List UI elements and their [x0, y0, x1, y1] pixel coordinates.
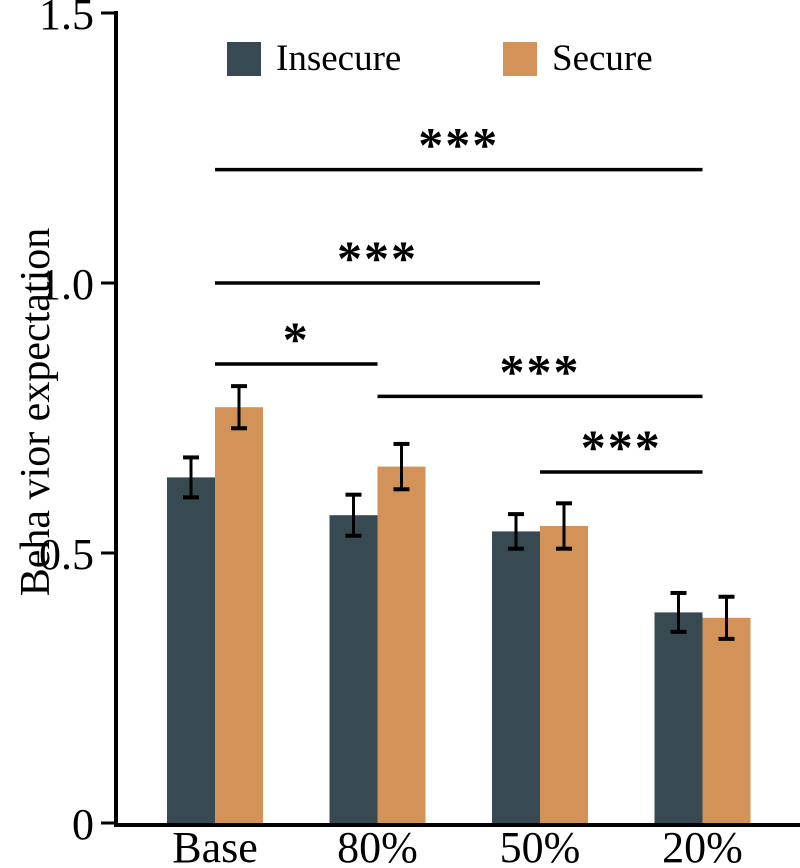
bar-insecure-Base — [167, 477, 215, 823]
bar-insecure-80% — [329, 515, 378, 823]
x-tick-label-Base: Base — [172, 823, 258, 868]
x-tick-label-80%: 80% — [337, 823, 418, 868]
x-tick-label-50%: 50% — [500, 823, 581, 868]
y-tick-label: 1.0 — [39, 260, 94, 309]
bar-insecure-20% — [654, 612, 703, 823]
significance-label-Base-80%: * — [283, 311, 310, 367]
x-tick-label-20%: 20% — [662, 823, 743, 868]
legend-item-insecure: Insecure — [227, 38, 402, 79]
y-tick-label: 1.5 — [39, 0, 94, 39]
significance-label-Base-50%: *** — [337, 230, 418, 286]
legend-swatch-secure — [503, 42, 537, 76]
y-tick-label: 0.5 — [39, 530, 94, 579]
significance-label-50%-20%: *** — [581, 419, 662, 475]
legend-label-secure: Secure — [552, 38, 653, 79]
bar-secure-Base — [215, 407, 263, 823]
y-axis-line — [114, 11, 118, 827]
x-axis-line — [114, 823, 800, 827]
significance-label-Base-20%: *** — [418, 117, 499, 173]
bar-secure-80% — [377, 466, 426, 823]
significance-label-80%-20%: *** — [500, 343, 581, 399]
bar-secure-20% — [702, 617, 751, 823]
legend-item-secure: Secure — [503, 38, 653, 79]
bar-insecure-50% — [492, 531, 540, 823]
bar-secure-50% — [540, 526, 588, 823]
legend-label-insecure: Insecure — [276, 38, 402, 79]
y-tick-label: 0 — [72, 800, 94, 849]
legend-swatch-insecure — [227, 42, 261, 76]
